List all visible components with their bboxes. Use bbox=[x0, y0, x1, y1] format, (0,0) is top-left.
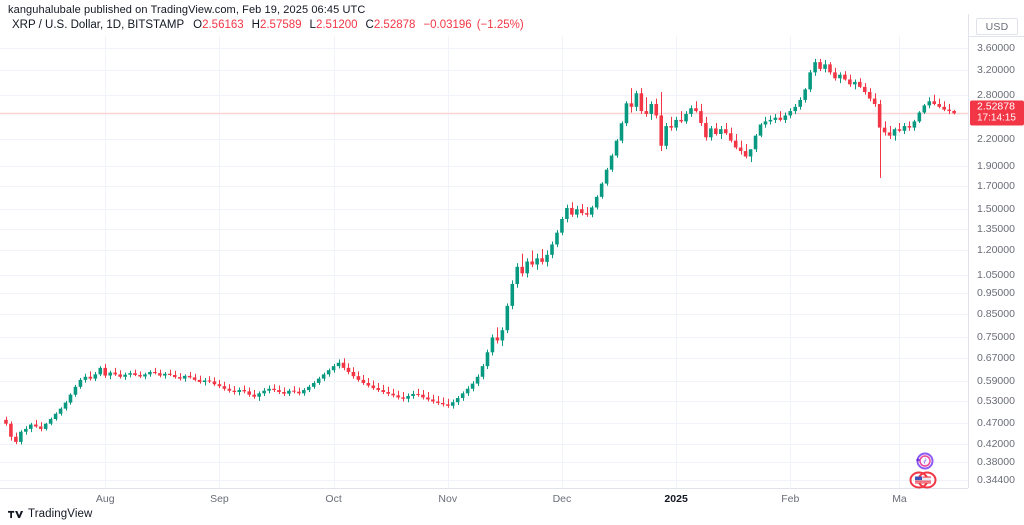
current-price-badge[interactable]: 2.52878 17:14:15 bbox=[970, 100, 1024, 126]
price-tick: 0.47000 bbox=[977, 416, 1015, 429]
price-tick: 3.60000 bbox=[977, 42, 1015, 55]
price-tick: 1.05000 bbox=[977, 269, 1015, 282]
legend-open: O2.56163 bbox=[193, 19, 244, 31]
legend-close-value: 2.52878 bbox=[373, 19, 416, 31]
price-tick: 0.95000 bbox=[977, 287, 1015, 300]
time-scale[interactable]: Aug Sep Oct Nov Dec 2025 Feb Ma bbox=[0, 488, 968, 509]
price-tick: 0.38000 bbox=[977, 456, 1015, 469]
price-tick: 2.20000 bbox=[977, 132, 1015, 145]
time-tick: Ma bbox=[892, 493, 907, 505]
currency-badge[interactable]: USD bbox=[976, 18, 1018, 35]
price-tick: 0.42000 bbox=[977, 437, 1015, 450]
legend-change-percent: (−1.25%) bbox=[476, 19, 524, 31]
price-tick: 0.59000 bbox=[977, 375, 1015, 388]
price-tick: 2.80000 bbox=[977, 88, 1015, 101]
chart-legend: XRP / U.S. Dollar, 1D, BITSTAMP O2.56163… bbox=[12, 19, 524, 31]
price-tick: 0.85000 bbox=[977, 307, 1015, 320]
time-tick: Oct bbox=[325, 493, 342, 505]
time-tick: Dec bbox=[552, 493, 572, 505]
legend-low-key: L bbox=[309, 19, 316, 31]
legend-symbol[interactable]: XRP / U.S. Dollar, 1D, BITSTAMP bbox=[12, 19, 185, 31]
price-tick: 3.20000 bbox=[977, 64, 1015, 77]
legend-low-value: 2.51200 bbox=[315, 19, 358, 31]
legend-low: L2.51200 bbox=[310, 19, 358, 31]
price-tick: 0.75000 bbox=[977, 330, 1015, 343]
tradingview-brand-text: TradingView bbox=[28, 508, 93, 520]
chart-plot-area[interactable] bbox=[0, 36, 968, 488]
legend-high-value: 2.57589 bbox=[259, 19, 302, 31]
candlestick-series bbox=[4, 58, 956, 445]
current-price-countdown: 17:14:15 bbox=[977, 112, 1016, 124]
tradingview-logo-icon bbox=[8, 510, 24, 518]
price-scale-header bbox=[968, 14, 1024, 37]
time-tick: Feb bbox=[781, 493, 800, 505]
tradingview-branding: TradingView bbox=[8, 508, 92, 520]
legend-close-key: C bbox=[365, 19, 374, 31]
legend-open-key: O bbox=[193, 19, 203, 31]
legend-close: C2.52878 bbox=[366, 19, 416, 31]
legend-high-key: H bbox=[251, 19, 260, 31]
price-tick: 1.70000 bbox=[977, 180, 1015, 193]
price-tick: 0.53000 bbox=[977, 394, 1015, 407]
time-tick: Nov bbox=[438, 493, 458, 505]
time-tick: Aug bbox=[95, 493, 115, 505]
legend-change: −0.03196 bbox=[423, 19, 472, 31]
time-tick: Sep bbox=[210, 493, 229, 505]
price-tick: 1.90000 bbox=[977, 159, 1015, 172]
legend-open-value: 2.56163 bbox=[202, 19, 244, 31]
price-scale[interactable]: 3.60000 3.20000 2.80000 2.20000 1.90000 1.700… bbox=[968, 36, 1024, 488]
legend-high: H2.57589 bbox=[252, 19, 302, 31]
chart-gridlines bbox=[0, 36, 968, 488]
price-tick: 0.34400 bbox=[977, 474, 1015, 487]
price-tick: 1.35000 bbox=[977, 222, 1015, 235]
time-tick: 2025 bbox=[664, 493, 688, 505]
published-by-text: kanguhalubale published on TradingView.c… bbox=[8, 4, 366, 16]
price-tick: 1.50000 bbox=[977, 203, 1015, 216]
price-tick: 0.67000 bbox=[977, 351, 1015, 364]
price-tick: 1.20000 bbox=[977, 244, 1015, 257]
current-price-value: 2.52878 bbox=[977, 100, 1015, 113]
